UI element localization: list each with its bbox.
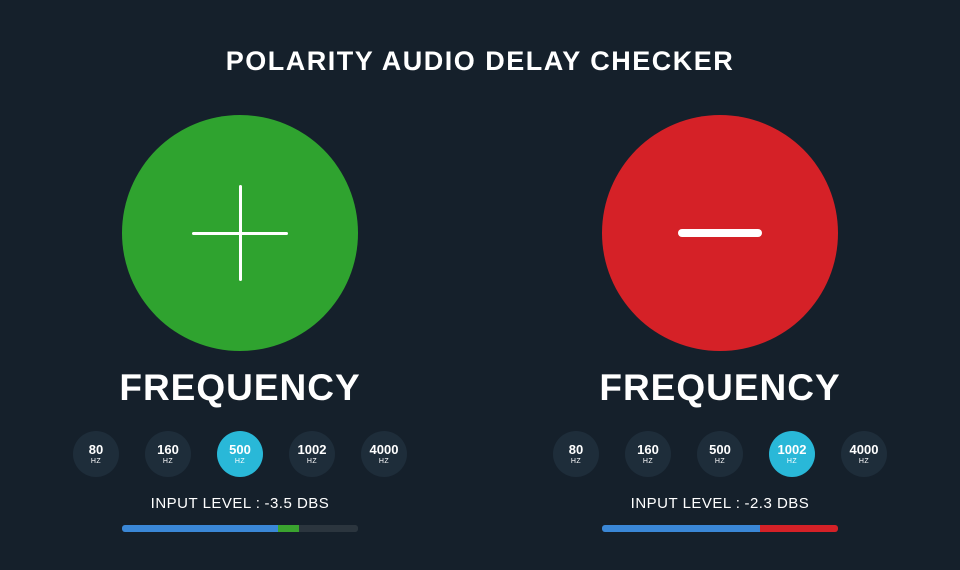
level-meter xyxy=(122,525,358,532)
meter-green-segment xyxy=(277,525,299,532)
freq-button-1002hz[interactable]: 1002 HZ xyxy=(289,431,335,477)
level-meter xyxy=(602,525,838,532)
freq-unit: HZ xyxy=(306,458,318,465)
input-level-readout: INPUT LEVEL: -2.3 DBS xyxy=(629,495,812,512)
freq-unit: HZ xyxy=(570,458,582,465)
freq-value: 160 xyxy=(637,442,659,457)
freq-unit: HZ xyxy=(714,458,726,465)
freq-value: 80 xyxy=(568,442,584,457)
input-level-separator: : xyxy=(735,495,741,512)
freq-button-500hz[interactable]: 500 HZ xyxy=(217,431,263,477)
freq-unit: HZ xyxy=(234,458,246,465)
freq-unit: HZ xyxy=(378,458,390,465)
positive-polarity-button[interactable] xyxy=(122,115,358,351)
freq-value: 1002 xyxy=(777,442,807,457)
freq-value: 160 xyxy=(157,442,179,457)
freq-value: 4000 xyxy=(849,442,879,457)
freq-unit: HZ xyxy=(162,458,174,465)
freq-value: 500 xyxy=(229,442,251,457)
minus-icon xyxy=(678,229,762,237)
input-level-label: INPUT LEVEL xyxy=(630,495,732,512)
frequency-label: FREQUENCY xyxy=(599,367,841,408)
meter-blue-segment xyxy=(122,525,278,532)
input-level-label: INPUT LEVEL xyxy=(150,495,252,512)
plus-icon xyxy=(192,185,288,281)
frequency-label: FREQUENCY xyxy=(119,367,361,408)
input-level-readout: INPUT LEVEL: -3.5 DBS xyxy=(149,495,332,512)
freq-button-1002hz[interactable]: 1002 HZ xyxy=(769,431,815,477)
freq-value: 1002 xyxy=(297,442,327,457)
input-level-value: -2.3 DBS xyxy=(744,495,810,512)
freq-button-160hz[interactable]: 160 HZ xyxy=(145,431,191,477)
negative-polarity-button[interactable] xyxy=(602,115,838,351)
freq-button-80hz[interactable]: 80 HZ xyxy=(553,431,599,477)
freq-button-4000hz[interactable]: 4000 HZ xyxy=(841,431,887,477)
panel-positive: FREQUENCY 80 HZ 160 HZ 500 HZ 1002 HZ 40… xyxy=(0,77,480,532)
freq-value: 4000 xyxy=(369,442,399,457)
input-level-value: -3.5 DBS xyxy=(264,495,330,512)
freq-unit: HZ xyxy=(786,458,798,465)
freq-value: 80 xyxy=(88,442,104,457)
freq-value: 500 xyxy=(709,442,731,457)
meter-blue-segment xyxy=(602,525,761,532)
freq-button-160hz[interactable]: 160 HZ xyxy=(625,431,671,477)
freq-button-4000hz[interactable]: 4000 HZ xyxy=(361,431,407,477)
freq-unit: HZ xyxy=(90,458,102,465)
input-level-separator: : xyxy=(255,495,261,512)
meter-red-segment xyxy=(760,525,838,532)
freq-button-80hz[interactable]: 80 HZ xyxy=(73,431,119,477)
freq-button-500hz[interactable]: 500 HZ xyxy=(697,431,743,477)
page-title: POLARITY AUDIO DELAY CHECKER xyxy=(225,46,735,76)
panel-negative: FREQUENCY 80 HZ 160 HZ 500 HZ 1002 HZ 40… xyxy=(480,77,960,532)
freq-unit: HZ xyxy=(858,458,870,465)
freq-unit: HZ xyxy=(642,458,654,465)
panels-container: FREQUENCY 80 HZ 160 HZ 500 HZ 1002 HZ 40… xyxy=(0,77,960,532)
meter-track-segment xyxy=(298,525,358,532)
frequency-button-group: 80 HZ 160 HZ 500 HZ 1002 HZ 4000 HZ xyxy=(73,431,407,477)
frequency-button-group: 80 HZ 160 HZ 500 HZ 1002 HZ 4000 HZ xyxy=(553,431,887,477)
